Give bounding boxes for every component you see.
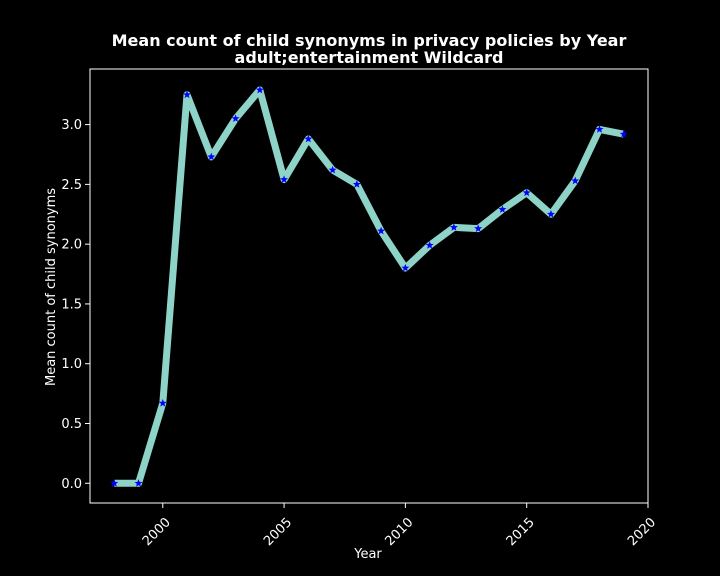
chart-title-line1: Mean count of child synonyms in privacy … [112, 31, 627, 50]
chart-title-line2: adult;entertainment Wildcard [235, 48, 504, 67]
data-point-marker [571, 176, 580, 185]
data-point-marker [134, 479, 143, 487]
data-point-marker [280, 175, 289, 183]
data-point-marker [425, 241, 434, 249]
y-tick-label: 1.5 [61, 297, 82, 312]
y-tick-label: 1.0 [61, 357, 82, 372]
data-point-marker [474, 224, 483, 233]
data-point-marker [377, 226, 386, 235]
y-tick-label: 0.0 [61, 477, 82, 492]
data-point-marker [207, 152, 216, 161]
series-line [114, 86, 625, 487]
data-point-marker [110, 479, 119, 487]
plot-area [110, 85, 628, 487]
data-point-marker [304, 134, 313, 143]
y-tick-label: 0.5 [61, 417, 82, 432]
y-axis-label: Mean count of child synonyms [44, 188, 59, 386]
data-point-marker [546, 210, 555, 218]
data-point-marker [595, 125, 604, 133]
data-point-marker [401, 263, 410, 272]
data-point-marker [158, 398, 167, 407]
data-point-marker [522, 188, 531, 197]
data-point-marker [231, 114, 240, 123]
data-point-marker [619, 129, 628, 138]
data-point-marker [255, 85, 264, 94]
data-point-marker [183, 90, 192, 99]
y-tick-label: 3.0 [61, 118, 82, 133]
data-point-marker [328, 165, 337, 174]
plot-frame [89, 68, 649, 504]
data-point-marker [498, 205, 507, 213]
y-tick-label: 2.0 [61, 238, 82, 253]
data-point-marker [352, 180, 361, 188]
x-axis-label: Year [353, 547, 382, 562]
y-tick-label: 2.5 [61, 178, 82, 193]
data-point-marker [449, 223, 458, 231]
